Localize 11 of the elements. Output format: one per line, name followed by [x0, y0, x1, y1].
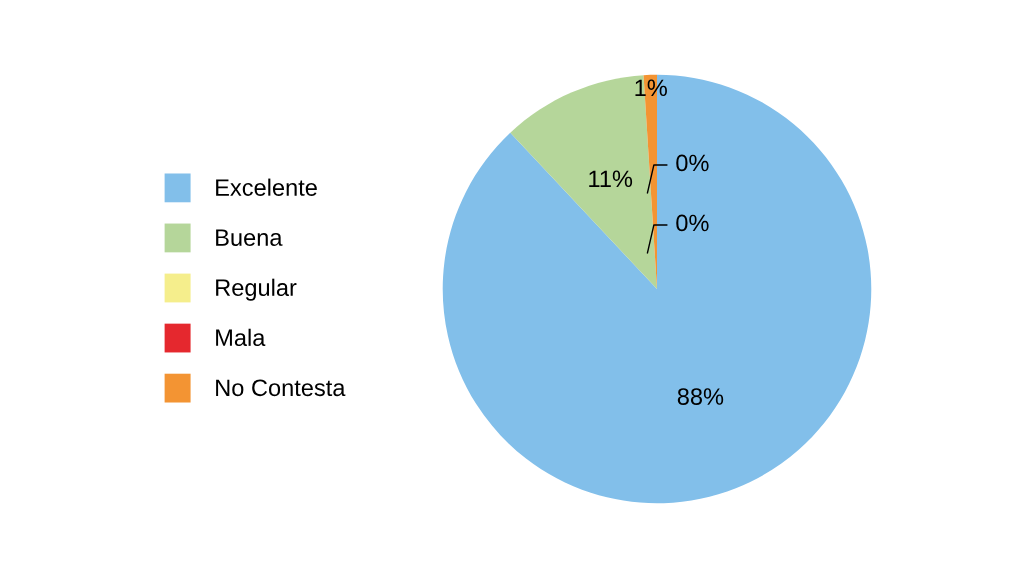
pie-slice	[442, 74, 872, 504]
legend-label: No Contesta	[216, 379, 346, 397]
data-label: 11%	[589, 170, 633, 188]
text: 0%	[676, 214, 709, 232]
legend-label: Mala	[216, 328, 266, 347]
text: 0%	[676, 154, 709, 172]
data-label: 1%	[635, 79, 667, 97]
legend-label: Regular	[216, 278, 297, 301]
legend-label: Buena	[216, 229, 283, 246]
data-label: 88%	[677, 388, 724, 405]
legend-label: Excelente	[216, 178, 317, 196]
